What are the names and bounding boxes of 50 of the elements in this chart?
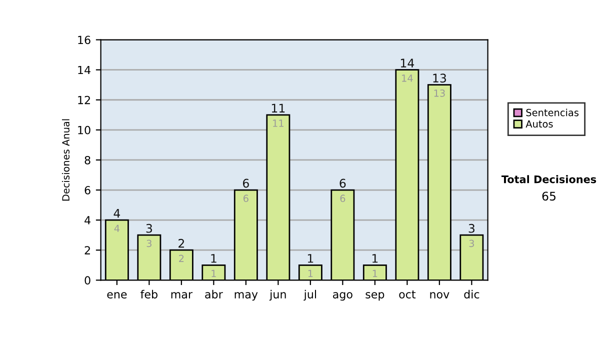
x-tick-label: mar (171, 292, 193, 298)
data-label: 3 (146, 240, 152, 248)
y-tick-label: 0 (84, 276, 90, 285)
x-tick-label: ene (107, 292, 127, 298)
total-label: 2 (178, 238, 184, 248)
x-tick-label: jun (269, 290, 286, 301)
total-label: 3 (468, 224, 474, 233)
total-label: 6 (242, 178, 249, 188)
text: Total Decisiones (501, 175, 596, 184)
data-label: 13 (434, 90, 445, 97)
data-label: 6 (244, 194, 248, 202)
total-label: 4 (114, 209, 120, 218)
text: 65 (542, 192, 556, 201)
total-label: 1 (211, 254, 216, 263)
data-label: 1 (372, 270, 378, 278)
y-tick-label: 4 (84, 216, 90, 224)
data-label: 1 (308, 270, 313, 278)
total-label: 1 (308, 254, 314, 263)
data-label: 14 (402, 74, 413, 82)
total-label: 13 (433, 74, 446, 83)
x-tick-label: oct (399, 290, 416, 298)
legend-label: Autos (526, 120, 553, 128)
y-tick-label: 2 (84, 246, 90, 254)
x-tick-label: may (234, 292, 258, 301)
total-label: 1 (372, 254, 378, 263)
legend-label: Sentencias (526, 108, 579, 116)
x-tick-label: feb (140, 290, 158, 298)
y-tick-label: 6 (84, 186, 90, 194)
data-label: 2 (179, 254, 184, 262)
x-tick-label: ago (333, 292, 352, 301)
x-tick-label: sep (366, 292, 384, 301)
y-tick-label: 10 (78, 126, 90, 134)
total-label: 6 (340, 178, 346, 188)
y-tick-label: 16 (78, 36, 90, 44)
data-label: 1 (212, 270, 216, 278)
y-tick-label: 8 (84, 156, 90, 164)
total-label: 11 (272, 104, 285, 112)
y-axis-title: Decisiones Anual (62, 119, 70, 201)
total-label: 14 (400, 58, 414, 68)
data-label: 4 (114, 224, 120, 232)
y-tick-label: 12 (78, 96, 90, 104)
y-tick-label: 14 (78, 66, 90, 74)
x-tick-label: nov (430, 292, 450, 298)
x-tick-label: jul (304, 290, 316, 301)
x-tick-label: dic (464, 290, 480, 298)
x-tick-label: abr (205, 290, 223, 298)
data-label: 11 (273, 120, 284, 127)
data-label: 3 (469, 240, 474, 248)
total-label: 3 (146, 224, 152, 233)
data-label: 6 (340, 194, 346, 202)
